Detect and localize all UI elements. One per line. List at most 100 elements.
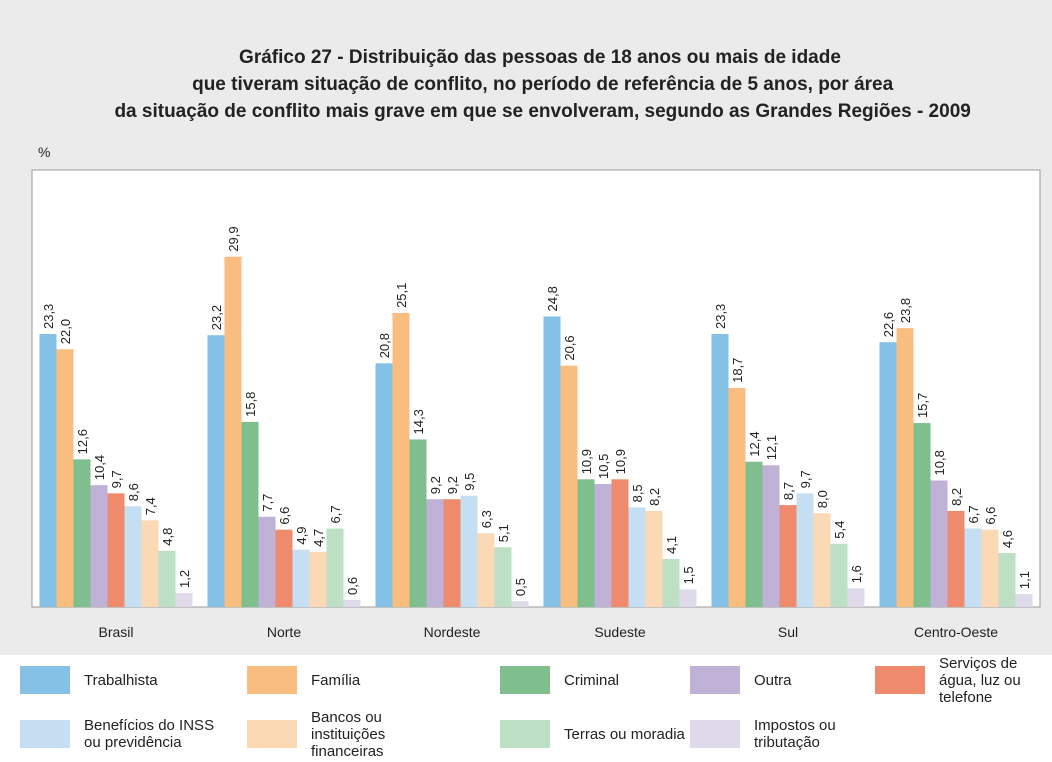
value-label: 12,4 (747, 431, 762, 456)
value-label: 23,2 (209, 305, 224, 330)
bar (511, 601, 529, 607)
value-label: 4,7 (311, 529, 326, 547)
value-label: 10,8 (932, 450, 947, 475)
value-label: 22,6 (881, 312, 896, 337)
bar (392, 312, 410, 607)
value-label: 9,5 (462, 473, 477, 491)
bar (39, 334, 57, 607)
bar (728, 387, 746, 607)
bar (107, 493, 125, 607)
bar (375, 363, 393, 607)
x-tick-label: Nordeste (424, 624, 481, 640)
bar (494, 547, 512, 607)
bar (292, 549, 310, 607)
value-label: 9,2 (445, 476, 460, 494)
bar (964, 528, 982, 607)
value-label: 8,5 (630, 484, 645, 502)
value-label: 9,2 (428, 476, 443, 494)
value-label: 8,2 (949, 488, 964, 506)
bar (662, 558, 680, 607)
legend-item: Impostos ou tributação (690, 714, 894, 754)
value-label: 10,4 (92, 455, 107, 480)
value-label: 22,0 (58, 319, 73, 344)
value-label: 23,3 (41, 304, 56, 329)
bar (594, 483, 612, 607)
value-label: 6,7 (966, 505, 981, 523)
legend-item: Bancos ou instituições financeiras (247, 709, 451, 760)
value-label: 7,4 (143, 497, 158, 515)
value-label: 8,2 (647, 488, 662, 506)
bar (460, 495, 478, 607)
bar (796, 493, 814, 607)
value-label: 9,7 (109, 470, 124, 488)
bar (813, 513, 831, 607)
bar (175, 592, 193, 607)
bar (1015, 594, 1033, 607)
legend-item: Benefícios do INSS ou previdência (20, 714, 224, 754)
value-label: 20,6 (562, 335, 577, 360)
value-label: 10,9 (579, 449, 594, 474)
legend-swatch (500, 720, 550, 748)
bar (258, 516, 276, 607)
legend-swatch (20, 720, 70, 748)
legend-item: Outra (690, 660, 792, 700)
bar (207, 335, 225, 607)
legend-swatch (247, 720, 297, 748)
bar (443, 499, 461, 607)
bar (326, 528, 344, 607)
bar (241, 421, 259, 607)
legend-label: Trabalhista (84, 671, 158, 689)
value-label: 8,7 (781, 482, 796, 500)
bar (560, 365, 578, 607)
x-tick-label: Norte (267, 624, 301, 640)
value-label: 1,5 (681, 566, 696, 584)
bar (158, 550, 176, 607)
value-label: 0,6 (345, 577, 360, 595)
value-label: 8,6 (126, 483, 141, 501)
value-label: 7,7 (260, 494, 275, 512)
x-tick-label: Sul (778, 624, 798, 640)
bar (124, 506, 142, 607)
legend-item: Terras ou moradia (500, 714, 685, 754)
legend: Trabalhista Família Criminal Outra Serviços … (0, 655, 1052, 762)
value-label: 4,8 (160, 528, 175, 546)
legend-item: Criminal (500, 660, 619, 700)
bar (981, 529, 999, 607)
legend-label: Benefícios do INSS ou previdência (84, 717, 215, 751)
bar (343, 599, 361, 607)
bar (141, 520, 159, 607)
bar (426, 499, 444, 607)
bar (309, 551, 327, 607)
value-label: 1,6 (849, 565, 864, 583)
legend-item: Trabalhista (20, 660, 158, 700)
legend-swatch (500, 666, 550, 694)
value-label: 8,0 (815, 490, 830, 508)
value-label: 6,7 (328, 505, 343, 523)
legend-swatch (247, 666, 297, 694)
value-label: 5,4 (832, 521, 847, 539)
legend-swatch (690, 720, 740, 748)
bar (543, 316, 561, 607)
value-label: 15,8 (243, 392, 258, 417)
value-label: 25,1 (394, 283, 409, 308)
bar (224, 256, 242, 607)
bar (409, 439, 427, 607)
bar (930, 480, 948, 607)
value-label: 14,3 (411, 409, 426, 434)
legend-item: Serviços de água, luz ou telefone (875, 655, 1052, 706)
bar (628, 507, 646, 607)
legend-label: Outra (754, 671, 792, 689)
chart-title: Gráfico 27 - Distribuição das pessoas de… (109, 47, 971, 122)
bar (477, 533, 495, 607)
bar (998, 553, 1016, 607)
bar (73, 459, 91, 607)
bar (879, 342, 897, 607)
value-label: 20,8 (377, 333, 392, 358)
bar (745, 461, 763, 607)
value-label: 4,6 (1000, 530, 1015, 548)
bar (947, 510, 965, 607)
value-label: 24,8 (545, 286, 560, 311)
bar (645, 510, 663, 607)
bar (913, 423, 931, 607)
